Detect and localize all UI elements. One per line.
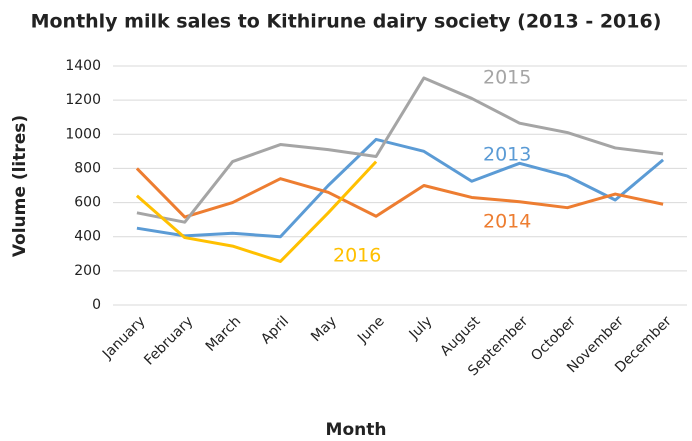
y-tick-label: 200: [74, 263, 101, 279]
x-tick-label: February: [141, 313, 196, 368]
series-label: 2013: [483, 144, 531, 166]
x-tick-label: August: [437, 313, 483, 359]
x-tick-label: April: [258, 313, 292, 347]
y-tick-label: 600: [74, 195, 101, 211]
series-label: 2016: [333, 245, 381, 267]
series-line: [135, 167, 664, 219]
y-tick-label: 800: [74, 160, 101, 176]
x-tick-label: January: [99, 313, 149, 363]
series-line: [136, 76, 664, 224]
x-axis-label: Month: [326, 420, 387, 440]
series-line: [135, 160, 378, 263]
y-tick-label: 1200: [65, 92, 101, 108]
series-label: 2015: [483, 67, 531, 89]
x-tick-label: May: [308, 313, 340, 345]
y-tick-label: 0: [92, 297, 101, 313]
y-tick-label: 1000: [65, 126, 101, 142]
chart-title: Monthly milk sales to Kithirune dairy so…: [31, 11, 662, 33]
x-tick-label: July: [406, 313, 436, 343]
y-tick-label: 400: [74, 229, 101, 245]
x-tick-label: March: [203, 313, 244, 354]
y-axis-label: Volume (litres): [10, 115, 30, 257]
y-tick-label: 1400: [65, 58, 101, 74]
x-tick-label: June: [354, 313, 388, 347]
series-line: [136, 137, 665, 239]
series-label: 2014: [483, 211, 531, 233]
